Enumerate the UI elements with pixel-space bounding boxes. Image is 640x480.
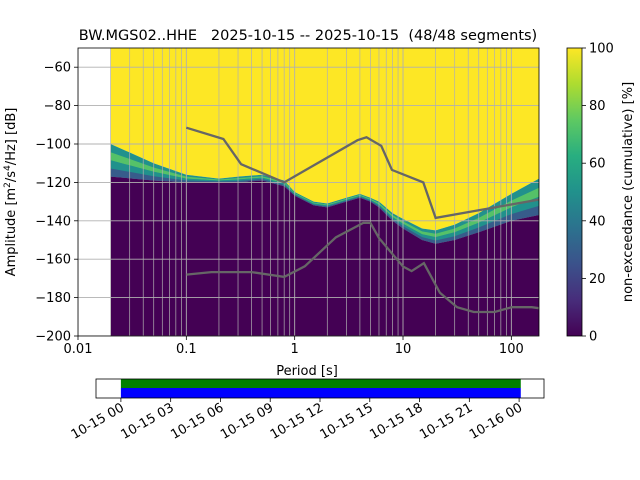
y-axis-label-prefix: Amplitude [m — [4, 188, 19, 277]
y-axis-label-exp-1: 2 — [3, 182, 13, 188]
nlnm-model-line — [186, 221, 539, 314]
heatmap-area — [78, 48, 539, 336]
y-tick-label: −160 — [35, 253, 71, 268]
x-tick-label: 10 — [395, 342, 412, 357]
y-axis-label-exp-2: 4 — [3, 165, 13, 171]
x-tick-label: 100 — [499, 342, 524, 357]
colorbar-tick-label: 80 — [589, 99, 606, 114]
colorbar-tick-label: 60 — [589, 157, 606, 172]
colorbar-tick-label: 0 — [589, 330, 597, 345]
x-axis-label: Period [s] — [276, 364, 338, 379]
x-tick-label: 0.1 — [176, 342, 197, 357]
colorbar-label: non-exceedance (cumulative) [%] — [621, 82, 636, 302]
heatmap-full-coverage-region — [110, 48, 539, 231]
timeline-segment-band — [120, 388, 521, 398]
y-tick-label: −180 — [35, 291, 71, 306]
timeline-tick-label: 10-15 12 — [268, 400, 326, 442]
colorbar-tick-label: 20 — [589, 272, 606, 287]
chart-title: BW.MGS02..HHE 2025-10-15 -- 2025-10-15 (… — [79, 28, 537, 44]
y-tick-label: −80 — [44, 99, 71, 114]
nhnm-model-line — [185, 126, 539, 220]
plot-frame — [77, 47, 540, 337]
heatmap-zero-coverage-region — [110, 176, 539, 336]
x-tick-label: 0.01 — [64, 342, 93, 357]
y-axis-label: Amplitude [m2/s4/Hz] [dB] — [3, 108, 19, 277]
timeline-tick-label: 10-16 00 — [467, 400, 525, 442]
y-tick-label: −100 — [35, 138, 71, 153]
colorbar — [566, 47, 583, 337]
colorbar-ticks: 0 20 40 60 80 100 — [582, 42, 614, 345]
heatmap-transition-band — [110, 168, 539, 244]
colorbar-tick-label: 100 — [589, 42, 614, 57]
y-axis-label-suffix: /Hz] [dB] — [4, 108, 19, 166]
y-tick-label: −200 — [35, 330, 71, 345]
timeline-tick-label: 10-15 21 — [417, 400, 475, 442]
y-axis-ticks: −60 −80 −100 −120 −140 −160 −180 −200 — [35, 61, 78, 345]
y-tick-label: −60 — [44, 61, 71, 76]
grid-lines — [78, 48, 539, 336]
y-axis-label-mid: /s — [4, 171, 19, 182]
x-axis-ticks: 0.01 0.1 1 10 100 — [64, 336, 524, 357]
y-tick-label: −140 — [35, 214, 71, 229]
colorbar-tick-label: 40 — [589, 214, 606, 229]
timeline-coverage-band — [120, 379, 521, 388]
timeline-tick-label: 10-15 09 — [218, 400, 276, 442]
timeline-tick-label: 10-15 00 — [69, 400, 127, 442]
y-tick-label: −120 — [35, 176, 71, 191]
timeline-tick-label: 10-15 18 — [367, 400, 425, 442]
timeline-tick-label: 10-15 06 — [168, 400, 226, 442]
timeline-tick-label: 10-15 15 — [318, 400, 376, 442]
timeline-tick-label: 10-15 03 — [119, 400, 177, 442]
x-tick-label: 1 — [291, 342, 299, 357]
